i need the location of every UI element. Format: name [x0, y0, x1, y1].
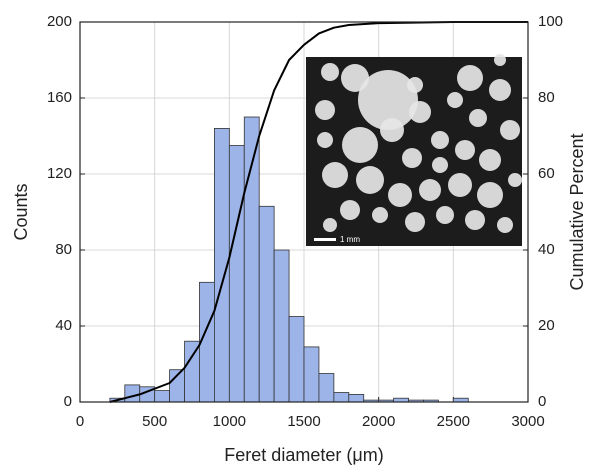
- plot-frame: [79, 21, 529, 403]
- particle: [372, 207, 388, 223]
- particle: [356, 166, 384, 194]
- particle: [448, 173, 472, 197]
- particle: [469, 109, 487, 127]
- bar: [243, 116, 260, 403]
- bar: [348, 393, 365, 403]
- particle: [497, 217, 513, 233]
- cumulative-line: [109, 21, 528, 403]
- particle: [477, 182, 503, 208]
- bar: [228, 145, 245, 403]
- x-tick-label: 1000: [213, 413, 246, 430]
- y-tick-label: 160: [47, 89, 72, 106]
- particle: [317, 132, 333, 148]
- y-axis-label: Counts: [11, 183, 31, 240]
- particle: [341, 64, 369, 92]
- particle: [323, 218, 337, 232]
- bar: [258, 205, 275, 403]
- x-tick-label: 2500: [437, 413, 470, 430]
- y-tick-label: 0: [64, 393, 72, 410]
- y-tick-label: 40: [55, 317, 72, 334]
- x-tick-label: 0: [76, 413, 84, 430]
- particle: [494, 54, 506, 66]
- particle: [432, 157, 448, 173]
- y-tick-label: 120: [47, 165, 72, 182]
- particle: [315, 100, 335, 120]
- particle: [409, 101, 431, 123]
- y2-axis-label: Cumulative Percent: [567, 133, 587, 290]
- x-tick-label: 1500: [287, 413, 320, 430]
- particle: [508, 173, 522, 187]
- particle: [380, 118, 404, 142]
- y2-tick-label: 60: [538, 165, 555, 182]
- y2-tick-label: 20: [538, 317, 555, 334]
- bar: [333, 392, 350, 403]
- particle: [436, 206, 454, 224]
- bar: [273, 249, 290, 403]
- particle: [358, 70, 418, 130]
- particle: [500, 120, 520, 140]
- bar: [124, 384, 141, 403]
- particle: [465, 210, 485, 230]
- bar: [303, 346, 320, 403]
- bar: [318, 373, 335, 403]
- particle: [455, 140, 475, 160]
- particle: [322, 162, 348, 188]
- y2-tick-label: 0: [538, 393, 546, 410]
- particle: [447, 92, 463, 108]
- x-tick-label: 3000: [511, 413, 544, 430]
- y-tick-label: 200: [47, 13, 72, 30]
- inset-image: 1 mm: [306, 54, 522, 246]
- particle: [402, 148, 422, 168]
- y2-tick-label: 80: [538, 89, 555, 106]
- bar: [184, 340, 200, 403]
- particle: [340, 200, 360, 220]
- particle: [321, 63, 339, 81]
- x-tick-label: 500: [142, 413, 167, 430]
- bar: [288, 316, 305, 403]
- x-tick-label: 2000: [362, 413, 395, 430]
- particle: [388, 183, 412, 207]
- particle: [342, 127, 378, 163]
- scale-bar: [314, 238, 336, 241]
- x-axis-label: Feret diameter (μm): [224, 445, 383, 465]
- particle: [479, 149, 501, 171]
- scale-label: 1 mm: [340, 235, 360, 244]
- particle: [419, 179, 441, 201]
- particle: [457, 65, 483, 91]
- y2-tick-label: 100: [538, 13, 563, 30]
- particle: [489, 79, 511, 101]
- particle: [405, 212, 425, 232]
- y-tick-label: 80: [55, 241, 72, 258]
- particle: [431, 131, 449, 149]
- particle: [407, 77, 423, 93]
- y2-tick-label: 40: [538, 241, 555, 258]
- bar: [154, 390, 171, 403]
